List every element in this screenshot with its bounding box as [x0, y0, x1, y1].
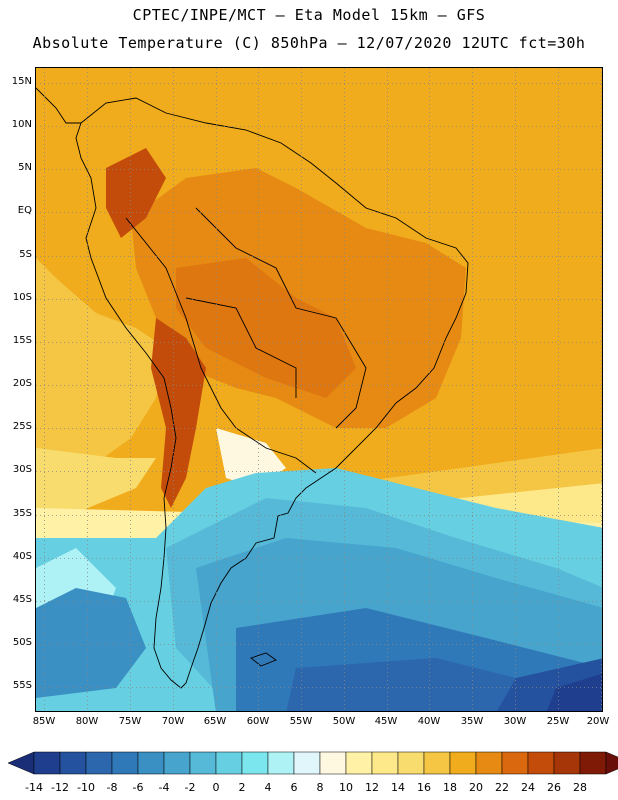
border-argentina [235, 427, 317, 474]
colorbar-swatch [319, 751, 347, 775]
map-title-line2: Absolute Temperature (C) 850hPa – 12/07/… [32, 34, 586, 52]
south-america-coastline [75, 97, 469, 689]
colorbar-swatch [215, 751, 243, 775]
colorbar-tick-label: 20 [469, 781, 483, 794]
field-20-continent [131, 168, 466, 428]
colorbar-tick-label: 4 [265, 781, 272, 794]
field-24-andes-central [151, 318, 206, 508]
colorbar-swatch [163, 751, 191, 775]
lat-label-eq: EQ [17, 205, 32, 216]
colorbar-tick-label: 10 [339, 781, 353, 794]
colorbar-tick-label: 28 [573, 781, 587, 794]
lon-label-50w: 50W [332, 716, 356, 727]
field-16-west [36, 258, 166, 498]
colorbar-swatch [189, 751, 217, 775]
lat-label-15s: 15S [12, 335, 32, 346]
colorbar-tick-label: 6 [291, 781, 298, 794]
lat-label-10s: 10S [12, 292, 32, 303]
lat-label-40s: 40S [12, 551, 32, 562]
colorbar-tick-label: -12 [51, 781, 69, 794]
lon-label-35w: 35W [460, 716, 484, 727]
colorbar-swatch [85, 751, 113, 775]
lat-label-35s: 35S [12, 508, 32, 519]
colorbar-under-arrow [7, 751, 35, 775]
lon-label-65w: 65W [203, 716, 227, 727]
falklands [250, 652, 277, 667]
lat-label-50s: 50S [12, 637, 32, 648]
colorbar-swatch [33, 751, 61, 775]
lon-label-30w: 30W [503, 716, 527, 727]
lon-label-25w: 25W [546, 716, 570, 727]
lon-label-45w: 45W [374, 716, 398, 727]
lon-label-70w: 70W [161, 716, 185, 727]
coastlines [36, 87, 469, 689]
lat-label-10n: 10N [11, 119, 32, 130]
colorbar-swatch [267, 751, 295, 775]
graticule [36, 68, 602, 711]
lon-label-85w: 85W [32, 716, 56, 727]
field-14-west [36, 448, 156, 513]
colorbar-tick-label: -2 [185, 781, 196, 794]
colorbar-swatch [397, 751, 425, 775]
colorbar-tick-label: 0 [213, 781, 220, 794]
colorbar-swatch [527, 751, 555, 775]
lon-label-40w: 40W [417, 716, 441, 727]
map-title-line1: CPTEC/INPE/MCT – Eta Model 15km – GFS [132, 6, 486, 24]
border-andes [125, 217, 237, 429]
colorbar-tick-label: 12 [365, 781, 379, 794]
field-24-andes-north [106, 148, 166, 238]
colorbar-tick-label: 16 [417, 781, 431, 794]
colorbar-swatch [475, 751, 503, 775]
colorbar-tick-label: 22 [495, 781, 509, 794]
colorbar-tick-label: 18 [443, 781, 457, 794]
field-minus6-west [36, 588, 146, 698]
colorbar-swatch [423, 751, 451, 775]
colorbar-tick-label: 14 [391, 781, 405, 794]
colorbar-swatch [579, 751, 607, 775]
lat-label-5n: 5N [18, 162, 32, 173]
lat-label-55s: 55S [12, 680, 32, 691]
colorbar-swatch [501, 751, 529, 775]
colorbar-tick-label: 8 [317, 781, 324, 794]
colorbar-tick-label: -8 [107, 781, 118, 794]
lon-label-80w: 80W [75, 716, 99, 727]
colorbar-swatch [345, 751, 373, 775]
central-america-coastline [36, 87, 81, 124]
lon-label-75w: 75W [118, 716, 142, 727]
lat-label-45s: 45S [12, 594, 32, 605]
lon-label-20w: 20W [586, 716, 610, 727]
colorbar-swatch [293, 751, 321, 775]
border-brazil [195, 207, 367, 429]
border-bolivia [185, 297, 297, 398]
lat-label-15n: 15N [11, 76, 32, 87]
field-minus14 [546, 673, 602, 711]
colorbar-over-arrow [605, 751, 618, 775]
colorbar-swatch [137, 751, 165, 775]
colorbar-swatch [553, 751, 581, 775]
colorbar-tick-label: -4 [159, 781, 170, 794]
colorbar-swatch [111, 751, 139, 775]
colorbar-tick-label: 24 [521, 781, 535, 794]
lat-label-5s: 5S [19, 249, 32, 260]
lat-label-25s: 25S [12, 421, 32, 432]
colorbar-swatch [449, 751, 477, 775]
colorbar-tick-label: -10 [77, 781, 95, 794]
lat-label-30s: 30S [12, 464, 32, 475]
temperature-map [35, 67, 603, 712]
lon-label-55w: 55W [289, 716, 313, 727]
temperature-colorbar: -14 -12 -10 -8 -6 -4 -2 0 2 4 6 8 10 12 14 16 18 20 22 24 26… [7, 751, 618, 794]
temperature-field [36, 68, 602, 711]
colorbar-swatch [241, 751, 269, 775]
lon-label-60w: 60W [246, 716, 270, 727]
colorbar-swatch [59, 751, 87, 775]
colorbar-tick-label: 26 [547, 781, 561, 794]
colorbar-tick-label: -6 [133, 781, 144, 794]
lat-label-20s: 20S [12, 378, 32, 389]
colorbar-tick-label: 2 [239, 781, 246, 794]
temperature-map-svg [36, 68, 602, 711]
colorbar-tick-label: -14 [25, 781, 43, 794]
colorbar-swatch [371, 751, 399, 775]
field-22-interior [176, 258, 356, 398]
